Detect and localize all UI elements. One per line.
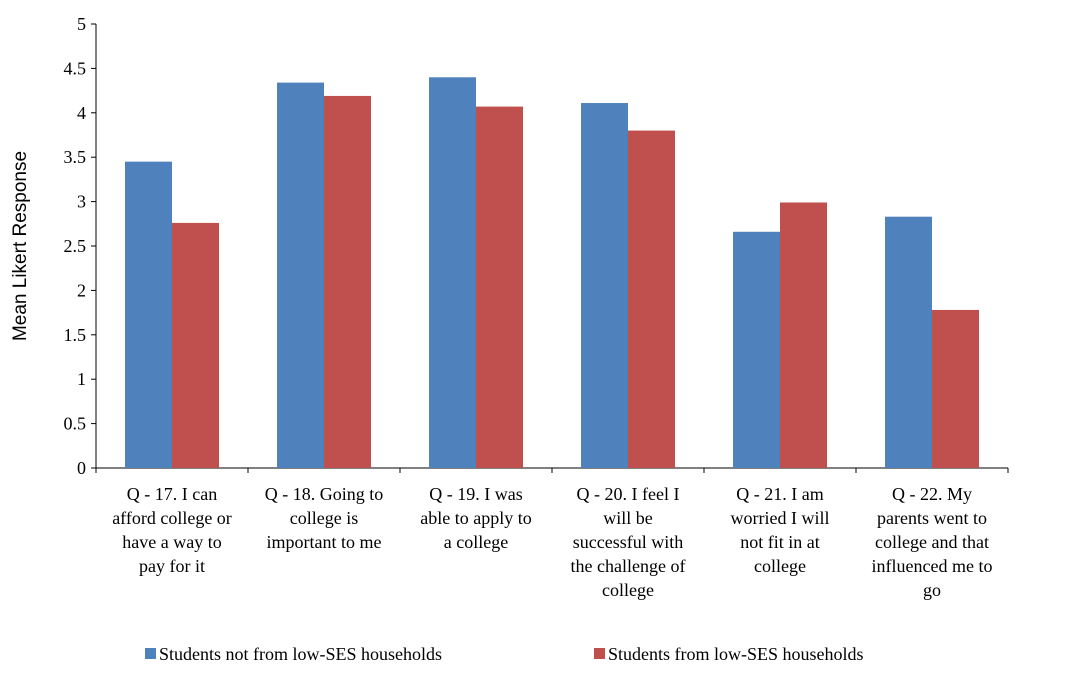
x-category-label: able to apply to: [420, 508, 531, 528]
bar-low-ses-0: [172, 222, 219, 468]
bar-not-low-ses-4: [733, 231, 780, 468]
y-tick-label: 4.5: [64, 58, 87, 78]
y-tick-label: 0: [77, 458, 86, 478]
y-tick-label: 3: [77, 192, 86, 212]
y-tick-label: 4: [77, 103, 86, 123]
x-category-label: Q - 21. I am: [736, 484, 823, 504]
bar-low-ses-5: [932, 309, 979, 468]
x-category-label: go: [923, 580, 941, 600]
x-category-label: have a way to: [122, 532, 221, 552]
y-tick-label: 2: [77, 280, 86, 300]
x-category-label: Q - 17. I can: [127, 484, 217, 504]
x-category-label: not fit in at: [740, 532, 820, 552]
legend-swatch-1: [594, 648, 605, 659]
x-category-label: pay for it: [139, 556, 205, 576]
bar-low-ses-1: [324, 95, 371, 468]
legend-label-0: Students not from low-SES households: [159, 644, 442, 664]
bar-low-ses-3: [628, 130, 675, 468]
y-axis-title: Mean Likert Response: [10, 151, 31, 341]
y-tick-label: 0.5: [64, 414, 87, 434]
bar-not-low-ses-0: [125, 161, 172, 468]
x-category-label: Q - 18. Going to: [265, 484, 384, 504]
x-category-label: college: [754, 556, 806, 576]
x-category-label: college and that: [875, 532, 989, 552]
x-category-label: important to me: [267, 532, 382, 552]
bar-not-low-ses-2: [429, 77, 476, 468]
x-category-label: parents went to: [877, 508, 987, 528]
y-tick-label: 1.5: [64, 325, 87, 345]
x-category-label: Q - 20. I feel I: [577, 484, 680, 504]
bar-low-ses-2: [476, 106, 523, 469]
bar-not-low-ses-5: [885, 216, 932, 468]
x-category-label: a college: [444, 532, 508, 552]
bar-low-ses-4: [780, 202, 827, 468]
legend-label-1: Students from low-SES households: [608, 644, 864, 664]
y-tick-label: 5: [77, 14, 86, 34]
y-tick-label: 1: [77, 369, 86, 389]
legend-swatch-0: [145, 648, 156, 659]
x-category-label: the challenge of: [571, 556, 686, 576]
x-category-label: successful with: [573, 532, 683, 552]
x-category-label: Q - 22. My: [892, 484, 972, 504]
bar-not-low-ses-3: [581, 103, 628, 469]
bar-not-low-ses-1: [277, 82, 324, 468]
x-category-label: college is: [290, 508, 358, 528]
x-category-label: will be: [603, 508, 653, 528]
y-tick-label: 2.5: [64, 236, 87, 256]
x-category-label: influenced me to: [872, 556, 993, 576]
x-category-label: afford college or: [112, 508, 232, 528]
x-category-label: college: [602, 580, 654, 600]
x-category-label: worried I will: [731, 508, 830, 528]
x-category-label: Q - 19. I was: [429, 484, 522, 504]
y-tick-label: 3.5: [64, 147, 87, 167]
